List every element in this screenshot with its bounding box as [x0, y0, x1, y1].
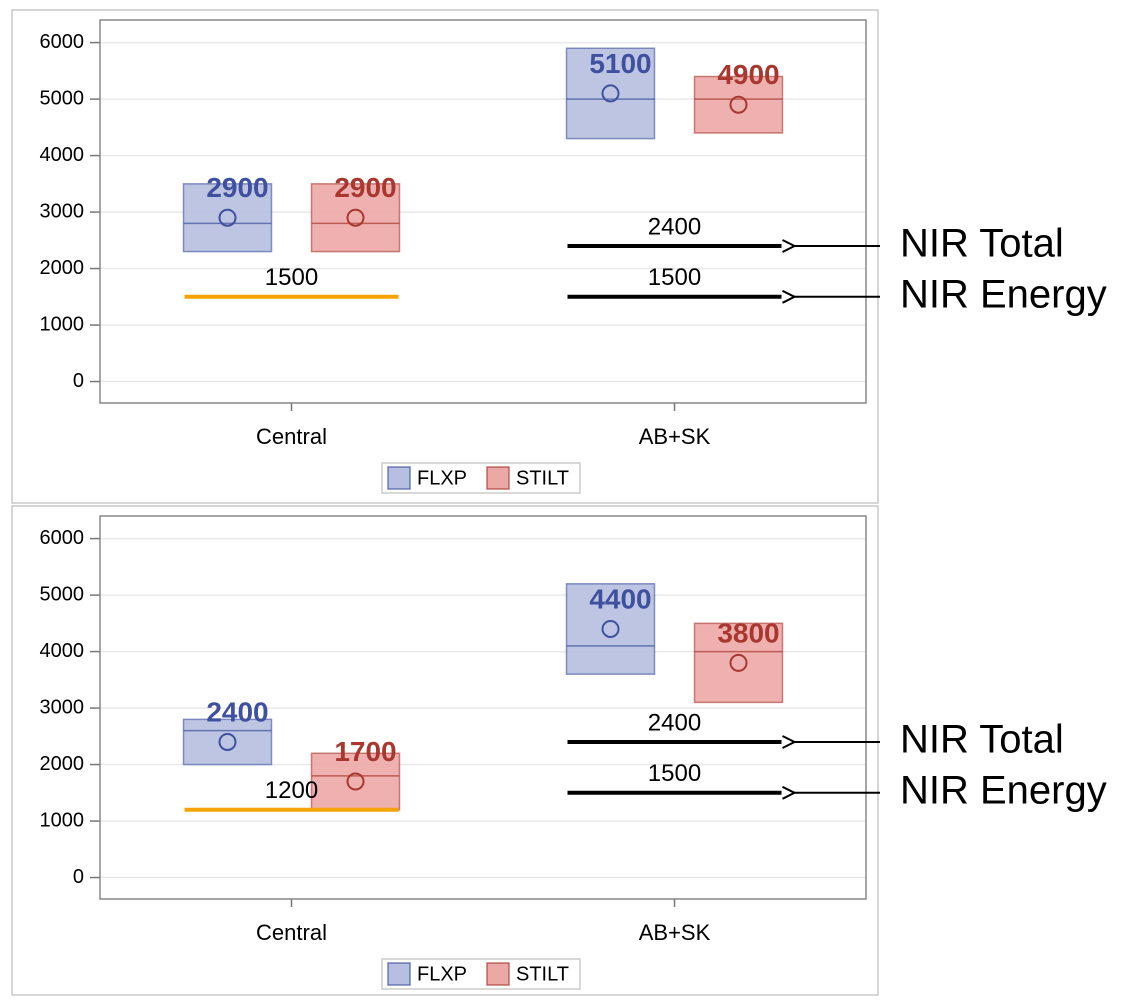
- legend-frame: [381, 958, 581, 990]
- y-tick-label: 0: [73, 370, 84, 392]
- legend-label: STILT: [516, 467, 569, 489]
- legend-label: FLXP: [417, 467, 467, 489]
- legend-label: STILT: [516, 963, 569, 985]
- y-tick-label: 1000: [40, 809, 85, 831]
- mean-marker: [346, 208, 365, 227]
- y-tick-label: 3000: [40, 696, 85, 718]
- legend-swatch: [387, 962, 411, 986]
- x-tick-label: AB+SK: [639, 920, 711, 945]
- plot-frame: [99, 19, 867, 404]
- legend-label: FLXP: [417, 963, 467, 985]
- reference-label: 2400: [648, 709, 701, 736]
- y-tick-label: 0: [73, 866, 84, 888]
- reference-label: 1200: [265, 777, 318, 804]
- mean-label: 5100: [589, 48, 651, 79]
- annotation: NIR Total: [900, 718, 1064, 762]
- legend-swatch: [486, 962, 510, 986]
- reference-label: 1500: [648, 760, 701, 787]
- y-tick-label: 4000: [40, 144, 85, 166]
- annotation: NIR Energy: [900, 272, 1107, 316]
- mean-label: 4400: [589, 583, 651, 614]
- x-tick-label: Central: [256, 920, 327, 945]
- range-box: [693, 75, 784, 134]
- range-box: [182, 183, 273, 253]
- legend-frame: [381, 462, 581, 494]
- annotation: NIR Energy: [900, 768, 1107, 812]
- y-tick-label: 2000: [40, 257, 85, 279]
- mean-marker: [729, 653, 748, 672]
- mean-label: 4900: [717, 59, 779, 90]
- range-box: [693, 622, 784, 704]
- mean-marker: [346, 772, 365, 791]
- x-tick-label: Central: [256, 424, 327, 449]
- mean-marker: [218, 732, 237, 751]
- mean-label: 3800: [717, 617, 779, 648]
- mean-label: 2900: [206, 172, 268, 203]
- range-box: [182, 718, 273, 766]
- y-tick-label: 3000: [40, 200, 85, 222]
- mean-label: 1700: [334, 736, 396, 767]
- legend-swatch: [387, 466, 411, 490]
- mean-marker: [729, 95, 748, 114]
- annotation: NIR Total: [900, 222, 1064, 266]
- y-tick-label: 2000: [40, 753, 85, 775]
- reference-label: 1500: [648, 264, 701, 291]
- plot-frame: [99, 515, 867, 900]
- panel-frame: [11, 505, 879, 996]
- y-tick-label: 1000: [40, 313, 85, 335]
- y-tick-label: 4000: [40, 640, 85, 662]
- y-tick-label: 6000: [40, 31, 85, 53]
- range-box: [310, 183, 401, 253]
- reference-label: 1500: [265, 264, 318, 291]
- panel-frame: [11, 9, 879, 504]
- x-tick-label: AB+SK: [639, 424, 711, 449]
- mean-label: 2400: [206, 696, 268, 727]
- mean-marker: [601, 619, 620, 638]
- y-tick-label: 5000: [40, 87, 85, 109]
- range-box: [565, 583, 656, 675]
- y-tick-label: 6000: [40, 527, 85, 549]
- mean-marker: [601, 84, 620, 103]
- range-box: [565, 47, 656, 140]
- legend-swatch: [486, 466, 510, 490]
- reference-label: 2400: [648, 213, 701, 240]
- range-box: [310, 752, 401, 811]
- mean-marker: [218, 208, 237, 227]
- mean-label: 2900: [334, 172, 396, 203]
- y-tick-label: 5000: [40, 583, 85, 605]
